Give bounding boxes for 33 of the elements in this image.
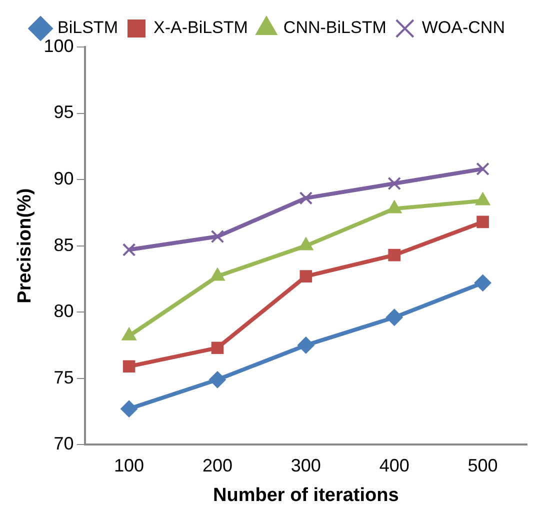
- y-axis-title: Precision(%): [14, 188, 36, 304]
- legend-label: CNN-BiLSTM: [283, 18, 386, 38]
- point: [386, 308, 403, 326]
- y-tick-label: 90: [54, 168, 74, 188]
- point: [476, 216, 489, 228]
- point: [388, 248, 401, 262]
- legend-label: BiLSTM: [58, 18, 118, 38]
- y-tick-label: 100: [44, 36, 74, 56]
- legend-label: WOA-CNN: [422, 18, 505, 38]
- point: [208, 371, 226, 388]
- x-tick-label: 100: [114, 455, 144, 476]
- point: [211, 342, 224, 354]
- x-tick-label: 500: [468, 455, 498, 476]
- y-tick-label: 85: [54, 234, 74, 255]
- point: [210, 230, 224, 244]
- point: [122, 360, 136, 373]
- point: [122, 243, 136, 256]
- legend-label: X-A-BiLSTM: [153, 18, 248, 38]
- y-tick-label: 95: [54, 102, 74, 122]
- x-tick-label: 200: [202, 455, 233, 476]
- point: [299, 191, 313, 205]
- point: [120, 400, 138, 418]
- point: [297, 336, 314, 354]
- y-tick-label: 70: [54, 434, 74, 454]
- x-axis-title: Number of iterations: [213, 484, 399, 506]
- point: [300, 270, 312, 282]
- x-tick-label: 300: [290, 455, 321, 476]
- point: [388, 176, 402, 190]
- x-tick-label: 400: [379, 455, 410, 476]
- point: [476, 162, 490, 176]
- y-tick-label: 80: [54, 301, 74, 322]
- y-tick-label: 75: [54, 367, 74, 388]
- point: [474, 274, 492, 292]
